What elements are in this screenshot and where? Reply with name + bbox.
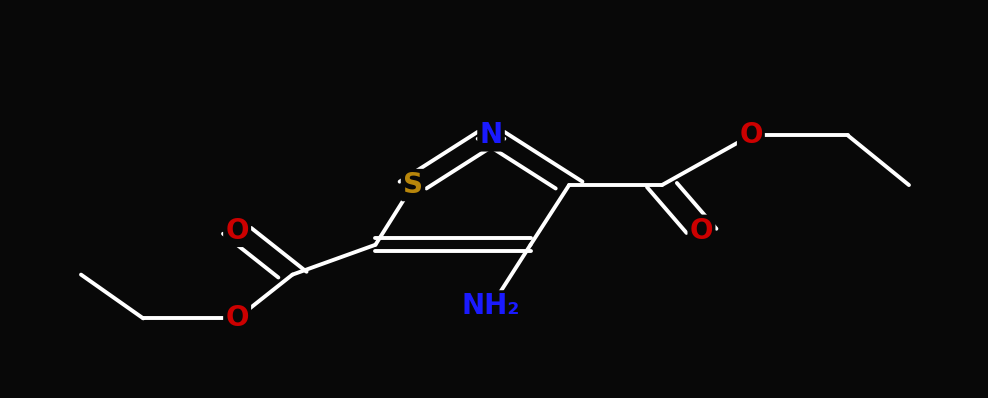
Text: NH₂: NH₂	[461, 293, 521, 320]
Text: O: O	[739, 121, 763, 149]
Text: N: N	[479, 121, 503, 149]
Text: O: O	[690, 217, 713, 245]
Text: O: O	[225, 217, 249, 245]
Text: S: S	[403, 171, 423, 199]
Text: O: O	[225, 304, 249, 332]
